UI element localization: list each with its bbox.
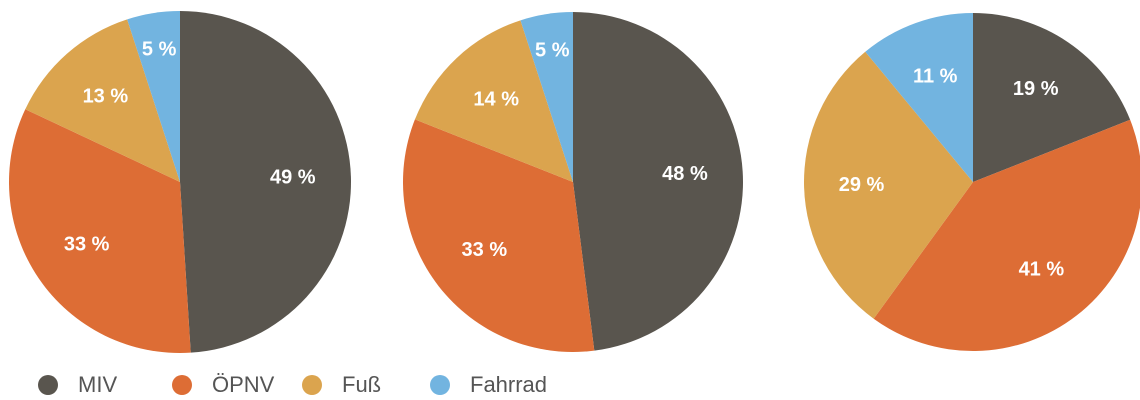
- value-label: 33 %: [462, 239, 508, 261]
- value-label: 11 %: [913, 65, 958, 87]
- legend-swatch: [172, 375, 192, 395]
- pie-slice: [403, 119, 595, 352]
- legend-label: Fahrrad: [470, 372, 547, 397]
- pie-slice: [127, 11, 180, 182]
- value-label: 13 %: [83, 86, 129, 108]
- legend-label: Fuß: [342, 372, 381, 397]
- legend-label: ÖPNV: [212, 372, 275, 397]
- value-label: 5 %: [142, 39, 177, 61]
- pie-slice: [414, 20, 573, 183]
- value-label: 29 %: [839, 174, 885, 196]
- value-label: 33 %: [64, 234, 110, 256]
- pie-slice: [973, 13, 1131, 182]
- value-label: 48 %: [662, 163, 708, 185]
- value-label: 14 %: [473, 88, 519, 110]
- pie-slice: [25, 19, 181, 182]
- pie-slice: [865, 13, 973, 182]
- pie-slice: [8, 109, 191, 353]
- legend-swatch: [430, 375, 450, 395]
- value-label: 5 %: [535, 39, 570, 61]
- pie-slice: [180, 11, 352, 353]
- legend-swatch: [38, 375, 58, 395]
- legend-swatch: [302, 375, 322, 395]
- value-label: 49 %: [270, 167, 316, 189]
- pie-slice: [520, 12, 573, 182]
- pie-slice: [573, 12, 743, 351]
- pie-slice: [873, 119, 1140, 351]
- pie-slice: [804, 51, 973, 319]
- value-label: 19 %: [1013, 78, 1059, 100]
- value-label: 41 %: [1019, 258, 1065, 280]
- legend-label: MIV: [78, 372, 117, 397]
